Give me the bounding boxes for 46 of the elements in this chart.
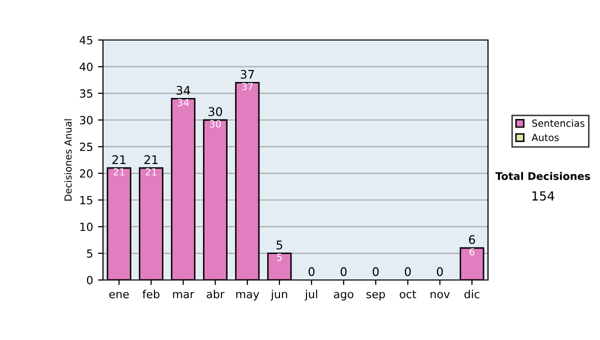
y-tick-label: 40 — [80, 62, 93, 72]
total-label: 21 — [112, 155, 126, 164]
x-tick-label: may — [236, 292, 260, 300]
total-label: 34 — [176, 86, 190, 95]
text: Total Decisiones — [495, 172, 590, 180]
data-label: 34 — [178, 98, 189, 106]
total-label: 6 — [469, 235, 475, 244]
y-tick-label: 45 — [80, 36, 92, 44]
total-label: 21 — [144, 155, 158, 164]
data-label: 6 — [470, 248, 474, 256]
y-tick-label: 15 — [80, 196, 92, 204]
text: 154 — [532, 191, 554, 201]
data-label: 30 — [210, 120, 221, 128]
y-tick-label: 35 — [80, 89, 92, 98]
y-tick-label: 0 — [86, 276, 93, 284]
y-tick-label: 20 — [80, 169, 93, 178]
x-tick-label: ene — [109, 292, 129, 298]
data-label: 21 — [146, 168, 156, 176]
x-tick-label: abr — [206, 290, 225, 298]
y-tick-label: 30 — [80, 116, 93, 124]
x-tick-label: dic — [464, 290, 480, 298]
total-label: 5 — [276, 240, 282, 250]
total-label: 30 — [208, 107, 222, 116]
x-tick-label: oct — [400, 290, 416, 298]
total-label: 0 — [404, 267, 411, 276]
data-label: 5 — [277, 254, 282, 261]
legend-label: Sentencias — [532, 119, 584, 127]
x-tick-label: ago — [334, 292, 354, 300]
y-axis-title: Decisiones Anual — [64, 119, 72, 201]
x-tick-label: sep — [366, 292, 385, 300]
y-tick-label: 5 — [87, 249, 92, 258]
data-label: 37 — [242, 82, 253, 90]
total-label: 0 — [340, 267, 347, 276]
data-label: 21 — [114, 168, 124, 176]
total-label: 0 — [372, 267, 379, 276]
total-label: 0 — [308, 267, 315, 276]
x-tick-label: nov — [430, 292, 450, 298]
legend-label: Autos — [532, 134, 559, 142]
x-tick-label: feb — [142, 290, 160, 298]
x-tick-label: jul — [304, 290, 318, 300]
y-tick-label: 25 — [80, 142, 92, 152]
total-label: 37 — [240, 70, 254, 79]
x-tick-label: jun — [270, 290, 288, 300]
y-tick-label: 10 — [80, 222, 93, 232]
x-tick-label: mar — [173, 292, 194, 298]
total-label: 0 — [436, 267, 443, 276]
